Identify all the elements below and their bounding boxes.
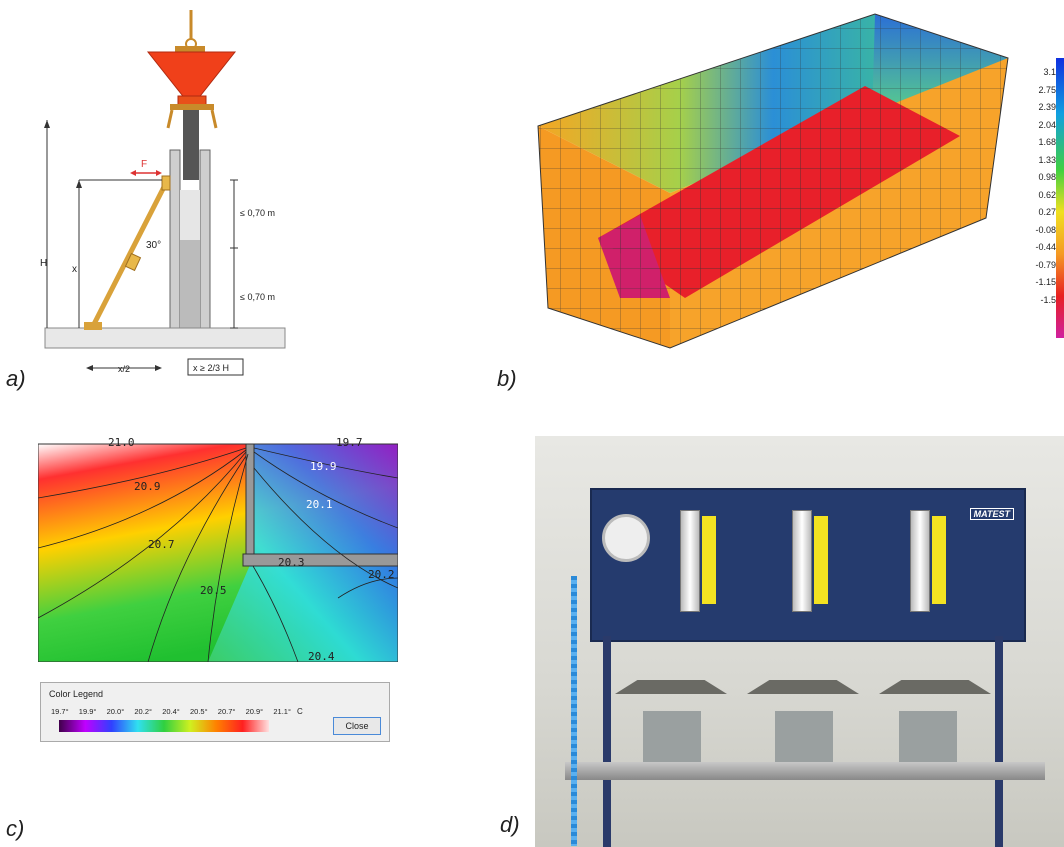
isotherm-label: 20.2 <box>368 568 395 581</box>
panel-c-label: c) <box>6 816 25 841</box>
dim-lower: ≤ 0,70 m <box>240 292 275 302</box>
isotherm-label: 20.7 <box>148 538 175 551</box>
concrete-specimen <box>643 711 701 767</box>
test-cell <box>879 680 991 694</box>
panel-b-scale: 3.1 2.75 2.39 2.04 1.68 1.33 0.98 0.62 0… <box>1024 64 1056 309</box>
tray <box>565 762 1045 780</box>
scale-value: 2.39 <box>1038 102 1056 112</box>
legend-tick: 19.7° <box>51 707 69 716</box>
scale-value: 0.98 <box>1038 172 1056 182</box>
brand-label: MATEST <box>969 508 1014 520</box>
panel-d-photo: MATEST <box>535 436 1064 847</box>
flowmeter <box>680 510 700 612</box>
legend-tick: 20.2° <box>134 707 152 716</box>
panel-c-thermal-map: 21.0 19.7 19.9 20.9 20.1 20.7 20.3 20.2 … <box>38 438 398 662</box>
test-cell <box>747 680 859 694</box>
isotherm-label: 20.5 <box>200 584 227 597</box>
scale-value: -0.08 <box>1035 224 1056 235</box>
frame-leg <box>995 636 1003 847</box>
scale-value: 0.27 <box>1038 207 1056 217</box>
yellow-scale <box>702 516 716 604</box>
force-label: F <box>141 159 147 170</box>
scale-value: -0.44 <box>1035 242 1056 252</box>
panel-b-tank-model <box>537 13 1064 349</box>
legend-tick: 20.9° <box>245 707 264 716</box>
scale-value: 1.33 <box>1038 154 1056 165</box>
panel-a-label: a) <box>6 366 26 391</box>
angle-label: 30° <box>146 240 161 251</box>
half-x-label: x/2 <box>118 364 130 374</box>
legend-ticks: 19.7° 19.9° 20.0° 20.2° 20.4° 20.5° 20.7… <box>51 707 291 716</box>
legend-color-bar <box>59 720 269 732</box>
close-button[interactable]: Close <box>333 717 381 735</box>
scale-value: 0.62 <box>1038 189 1056 200</box>
panel-d-label: d) <box>500 812 520 837</box>
scale-value: 2.04 <box>1038 119 1056 130</box>
isotherm-label: 20.9 <box>134 480 161 493</box>
scale-value: 2.75 <box>1038 84 1056 95</box>
scale-value: 3.1 <box>1043 67 1056 77</box>
panel-b-label: b) <box>497 366 517 391</box>
rule-label: x ≥ 2/3 H <box>193 363 229 373</box>
blue-hose <box>571 576 577 846</box>
yellow-scale <box>932 516 946 604</box>
isotherm-label: 19.7 <box>336 438 363 449</box>
scale-value: -1.15 <box>1035 277 1056 287</box>
pressure-gauge <box>602 514 650 562</box>
scale-value: -0.79 <box>1035 259 1056 270</box>
height-label: H <box>40 258 47 269</box>
isotherm-label: 19.9 <box>310 460 337 473</box>
isotherm-label: 21.0 <box>108 438 135 449</box>
color-legend-dialog: Color Legend 19.7° 19.9° 20.0° 20.2° 20.… <box>40 682 390 742</box>
scale-value: -1.5 <box>1040 294 1056 305</box>
isotherm-label: 20.1 <box>306 498 333 511</box>
legend-tick: 20.7° <box>217 707 236 716</box>
test-cell <box>615 680 727 694</box>
isotherm-label: 20.4 <box>308 650 335 662</box>
legend-tick: 20.5° <box>189 707 208 716</box>
flowmeter <box>910 510 930 612</box>
legend-tick: 21.1° <box>273 707 291 716</box>
panel-a-formwork-diagram: F 30° H x ≤ 0,70 m ≤ 0,70 m x/2 x ≥ 2/3 … <box>40 10 286 376</box>
x-label: x <box>72 264 77 275</box>
scale-value: 1.68 <box>1038 137 1056 147</box>
legend-tick: 20.0° <box>106 707 125 716</box>
legend-title: Color Legend <box>49 689 104 699</box>
legend-tick: 19.9° <box>78 707 97 716</box>
concrete-specimen <box>899 711 957 767</box>
test-apparatus-panel: MATEST <box>590 488 1026 642</box>
yellow-scale <box>814 516 828 604</box>
concrete-specimen <box>775 711 833 767</box>
dim-upper: ≤ 0,70 m <box>240 208 275 218</box>
flowmeter <box>792 510 812 612</box>
legend-unit: C <box>297 707 303 716</box>
frame-leg <box>603 636 611 847</box>
legend-tick: 20.4° <box>162 707 180 716</box>
isotherm-label: 20.3 <box>278 556 305 569</box>
